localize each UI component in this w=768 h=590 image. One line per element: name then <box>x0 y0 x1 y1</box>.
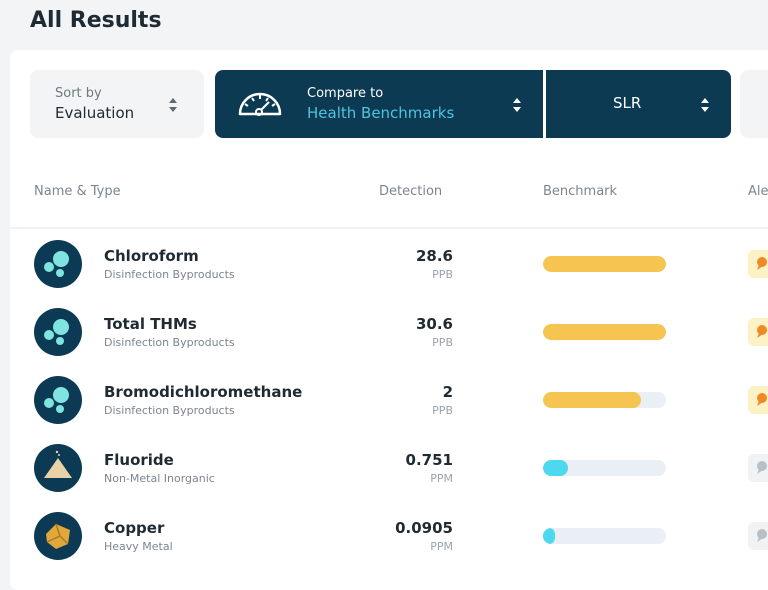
contaminant-icon <box>34 308 82 356</box>
contaminant-type: Disinfection Byproducts <box>104 268 235 281</box>
contaminant-name: Total THMs <box>104 315 197 333</box>
results-card: Sort by Evaluation Compare to Health Ben… <box>10 50 768 590</box>
alert-badge[interactable] <box>748 318 768 346</box>
contaminant-type: Non-Metal Inorganic <box>104 472 215 485</box>
column-header: Benchmark <box>543 184 618 199</box>
contaminant-type: Disinfection Byproducts <box>104 404 235 417</box>
benchmark-track <box>543 256 666 272</box>
benchmark-fill <box>543 392 642 408</box>
compare-arrows <box>513 98 521 112</box>
benchmark-fill <box>543 460 568 476</box>
result-row[interactable]: Fluoride Non-Metal Inorganic 0.751 PPM <box>10 434 768 502</box>
detection-unit: PPB <box>432 404 453 417</box>
result-row[interactable]: Copper Heavy Metal 0.0905 PPM <box>10 502 768 570</box>
contaminant-icon <box>34 444 82 492</box>
alert-badge[interactable] <box>748 454 768 482</box>
other-select[interactable] <box>740 70 768 138</box>
detection-value: 0.751 <box>405 451 453 469</box>
result-row[interactable]: Total THMs Disinfection Byproducts 30.6 PPB <box>10 298 768 366</box>
gauge-icon <box>238 92 282 116</box>
alert-icon <box>757 529 767 542</box>
compare-value: Health Benchmarks <box>307 104 455 122</box>
sort-value: Evaluation <box>55 104 135 122</box>
alert-badge[interactable] <box>748 250 768 278</box>
detection-unit: PPB <box>432 268 453 281</box>
benchmark-track <box>543 392 666 408</box>
header-rule <box>10 227 768 229</box>
contaminant-icon <box>34 512 82 560</box>
detection-value: 0.0905 <box>395 519 453 537</box>
detection-unit: PPB <box>432 336 453 349</box>
benchmark-fill <box>543 528 556 544</box>
detection-value: 30.6 <box>415 315 453 333</box>
benchmark-track <box>543 460 666 476</box>
benchmark-track <box>543 324 666 340</box>
contaminant-icon <box>34 240 82 288</box>
detection-unit: PPM <box>430 472 453 485</box>
contaminant-icon <box>34 376 82 424</box>
result-row[interactable]: Chloroform Disinfection Byproducts 28.6 PPB <box>10 230 768 298</box>
sort-select[interactable]: Sort by Evaluation <box>30 70 204 138</box>
compare-label: Compare to <box>307 86 384 101</box>
page: All Results Sort by Evaluation Compare t… <box>10 8 768 590</box>
alert-icon <box>757 257 767 270</box>
benchmark-track <box>543 528 666 544</box>
alert-icon <box>757 461 767 474</box>
sort-label: Sort by <box>55 86 102 101</box>
benchmark-fill <box>543 324 666 340</box>
compare-select[interactable]: Compare to Health Benchmarks SLR <box>215 70 731 138</box>
contaminant-name: Chloroform <box>104 247 199 265</box>
alert-icon <box>757 325 767 338</box>
detection-unit: PPM <box>430 540 453 553</box>
level-value: SLR <box>613 94 642 112</box>
contaminant-name: Copper <box>104 519 165 537</box>
page-title: All Results <box>30 8 162 33</box>
contaminant-name: Bromodichloromethane <box>104 383 303 401</box>
divider <box>543 70 546 138</box>
alert-badge[interactable] <box>748 522 768 550</box>
detection-value: 28.6 <box>415 247 453 265</box>
contaminant-name: Fluoride <box>104 451 174 469</box>
result-row[interactable]: Bromodichloromethane Disinfection Byprodu… <box>10 366 768 434</box>
sort-arrows <box>169 98 177 112</box>
benchmark-fill <box>543 256 666 272</box>
contaminant-type: Disinfection Byproducts <box>104 336 235 349</box>
column-header: Alerts <box>748 184 768 199</box>
alert-icon <box>757 393 767 406</box>
detection-value: 2 <box>442 383 453 401</box>
level-arrows <box>701 98 709 112</box>
column-header: Name & Type <box>34 184 121 199</box>
alert-badge[interactable] <box>748 386 768 414</box>
contaminant-type: Heavy Metal <box>104 540 173 553</box>
column-header: Detection <box>379 184 443 199</box>
